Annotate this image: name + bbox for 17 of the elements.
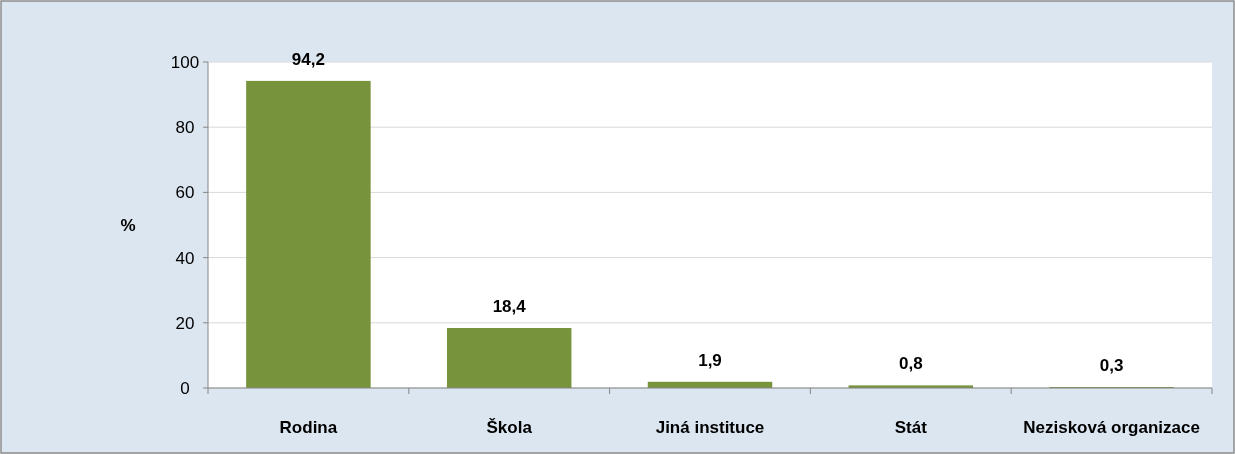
data-label: 0,8 [898, 354, 923, 374]
data-label: 1,9 [698, 350, 722, 370]
x-tick-label: Nezisková organizace [1023, 418, 1200, 437]
x-tick-label: Jiná instituce [655, 418, 765, 437]
y-tick-label: 100 [170, 52, 200, 72]
y-tick-label: 60 [175, 183, 195, 203]
y-tick-label: 20 [175, 313, 195, 333]
y-tick-label: 0 [180, 378, 190, 398]
x-tick-label: Rodina [279, 418, 338, 437]
y-tick-label: 80 [175, 118, 195, 138]
data-label: 94,2 [291, 49, 325, 69]
y-tick-label: 40 [175, 248, 195, 268]
y-axis-title: % [120, 216, 136, 235]
x-tick-label: Škola [486, 418, 533, 437]
x-tick-label: Stát [894, 418, 928, 437]
data-label: 18,4 [492, 297, 527, 317]
data-label: 0,3 [1099, 356, 1124, 376]
